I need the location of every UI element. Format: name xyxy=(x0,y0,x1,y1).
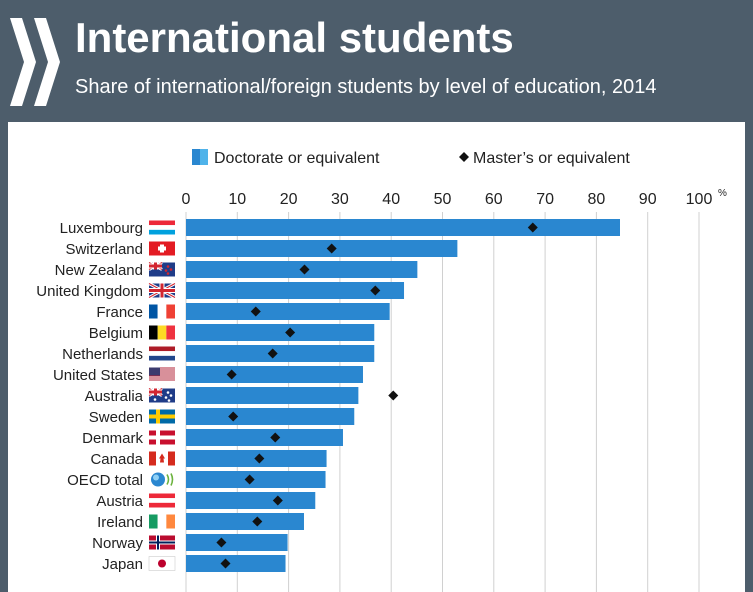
bar xyxy=(186,492,316,509)
masters-marker xyxy=(285,327,296,338)
category-label: Japan xyxy=(102,556,143,573)
x-tick-label: 90 xyxy=(639,191,657,208)
france-flag-icon xyxy=(149,304,175,319)
oecd-chevrons-icon xyxy=(10,18,60,106)
masters-marker xyxy=(270,432,281,443)
legend: Doctorate or equivalent Master’s or equi… xyxy=(192,149,630,167)
bar xyxy=(186,471,326,488)
category-label: Belgium xyxy=(89,325,143,342)
page-title: International students xyxy=(75,14,514,61)
category-label: Canada xyxy=(90,451,143,468)
united-states-flag-icon xyxy=(149,367,175,382)
markers xyxy=(216,222,538,569)
category-label: Australia xyxy=(85,388,144,405)
bar xyxy=(186,408,355,425)
oecd-logo-icon xyxy=(151,472,174,487)
bar xyxy=(186,345,375,362)
x-axis-ticks: 0 10 20 30 40 50 60 70 80 90 100 xyxy=(182,191,713,208)
page-subtitle: Share of international/foreign students … xyxy=(75,76,657,98)
canada-flag-icon xyxy=(149,451,175,466)
bar xyxy=(186,429,343,446)
norway-flag-icon xyxy=(149,535,175,550)
header: International students Share of internat… xyxy=(0,0,753,122)
australia-flag-icon xyxy=(148,387,175,403)
category-label: Netherlands xyxy=(62,346,143,363)
masters-marker xyxy=(254,453,265,464)
chart-panel: Doctorate or equivalent Master’s or equi… xyxy=(8,122,745,592)
netherlands-flag-icon xyxy=(149,346,175,361)
bars xyxy=(186,219,620,572)
austria-flag-icon xyxy=(149,493,175,508)
bar xyxy=(186,219,620,236)
bar xyxy=(186,534,288,551)
bar xyxy=(186,555,286,572)
japan-flag-icon xyxy=(148,556,176,571)
legend-diamond-marker xyxy=(459,152,469,162)
category-label: France xyxy=(96,304,143,321)
masters-marker xyxy=(226,369,237,380)
x-tick-label: 100 xyxy=(686,191,713,208)
category-label: Denmark xyxy=(82,430,143,447)
masters-marker xyxy=(326,243,337,254)
masters-marker xyxy=(527,222,538,233)
category-label: United Kingdom xyxy=(36,283,143,300)
legend-bar-swatch-light xyxy=(200,149,208,165)
bar xyxy=(186,240,458,257)
category-label: Sweden xyxy=(89,409,143,426)
legend-bar-swatch xyxy=(192,149,200,165)
flags xyxy=(148,220,176,571)
category-label: United States xyxy=(53,367,143,384)
axis-unit: % xyxy=(718,188,727,199)
switzerland-flag-icon xyxy=(149,241,175,256)
x-tick-label: 60 xyxy=(485,191,503,208)
bar xyxy=(186,282,405,299)
masters-marker xyxy=(252,516,263,527)
sweden-flag-icon xyxy=(149,409,175,424)
legend-label-masters: Master’s or equivalent xyxy=(473,150,630,167)
category-label: Switzerland xyxy=(65,241,143,258)
category-label: New Zealand xyxy=(55,262,143,279)
denmark-flag-icon xyxy=(149,430,175,445)
masters-marker xyxy=(299,264,310,275)
belgium-flag-icon xyxy=(149,325,175,340)
masters-marker xyxy=(388,390,399,401)
masters-marker xyxy=(244,474,255,485)
x-tick-label: 10 xyxy=(228,191,246,208)
x-tick-label: 80 xyxy=(588,191,606,208)
category-label: OECD total xyxy=(67,472,143,489)
category-labels: Luxembourg Switzerland New Zealand United K… xyxy=(36,220,143,573)
bar xyxy=(186,513,304,530)
x-tick-label: 30 xyxy=(331,191,349,208)
masters-marker xyxy=(220,558,231,569)
bar xyxy=(186,324,375,341)
category-label: Luxembourg xyxy=(60,220,143,237)
masters-marker xyxy=(267,348,278,359)
category-label: Austria xyxy=(96,493,143,510)
bar xyxy=(186,303,390,320)
x-tick-label: 50 xyxy=(434,191,452,208)
bar xyxy=(186,387,359,404)
new-zealand-flag-icon xyxy=(148,261,175,277)
x-tick-label: 20 xyxy=(280,191,298,208)
x-tick-label: 70 xyxy=(536,191,554,208)
category-label: Ireland xyxy=(97,514,143,531)
masters-marker xyxy=(272,495,283,506)
x-tick-label: 0 xyxy=(182,191,191,208)
masters-marker xyxy=(216,537,227,548)
masters-marker xyxy=(250,306,261,317)
x-tick-label: 40 xyxy=(382,191,400,208)
luxembourg-flag-icon xyxy=(149,220,175,235)
ireland-flag-icon xyxy=(149,514,175,529)
masters-marker xyxy=(228,411,239,422)
category-label: Norway xyxy=(92,535,143,552)
bar xyxy=(186,366,363,383)
united-kingdom-flag-icon xyxy=(148,282,176,299)
legend-label-doctorate: Doctorate or equivalent xyxy=(214,150,380,167)
masters-marker xyxy=(370,285,381,296)
bar-chart: Doctorate or equivalent Master’s or equi… xyxy=(36,149,727,592)
